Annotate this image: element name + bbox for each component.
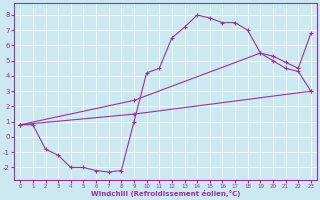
X-axis label: Windchill (Refroidissement éolien,°C): Windchill (Refroidissement éolien,°C) <box>91 190 240 197</box>
